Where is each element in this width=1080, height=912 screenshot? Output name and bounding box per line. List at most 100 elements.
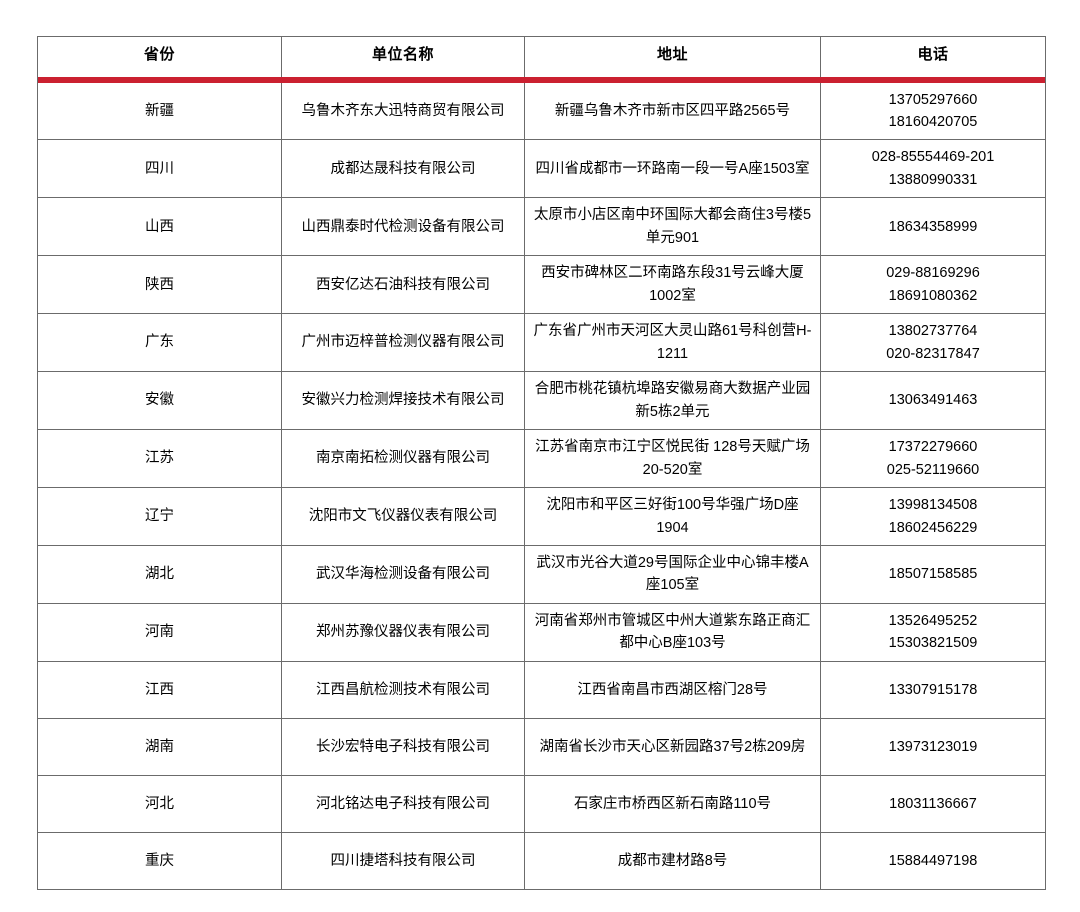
cell-province: 山西 <box>37 197 282 257</box>
cell-phone: 13526495252 15303821509 <box>820 602 1046 662</box>
cell-company-name: 武汉华海检测设备有限公司 <box>281 545 525 604</box>
table-row: 江西 江西昌航检测技术有限公司 江西省南昌市西湖区榕门28号 13307915178 <box>37 660 1046 719</box>
cell-phone: 13705297660 18160420705 <box>820 82 1046 141</box>
cell-company-name: 安徽兴力检测焊接技术有限公司 <box>281 371 525 431</box>
cell-company-name: 成都达晟科技有限公司 <box>281 139 525 199</box>
cell-province: 广东 <box>37 313 282 373</box>
phone-number: 13307915178 <box>888 681 978 698</box>
cell-province: 辽宁 <box>37 487 282 546</box>
table-row: 新疆 乌鲁木齐东大迅特商贸有限公司 新疆乌鲁木齐市新市区四平路2565号 137052… <box>37 82 1046 141</box>
column-header-company: 单位名称 <box>281 36 525 77</box>
cell-address: 江苏省南京市江宁区悦民街 128号天赋广场20-520室 <box>524 429 821 489</box>
cell-province: 新疆 <box>37 82 282 141</box>
cell-address: 石家庄市桥西区新石南路110号 <box>524 774 821 833</box>
cell-phone: 18634358999 <box>820 197 1046 257</box>
cell-company-name: 南京南拓检测仪器有限公司 <box>281 429 525 489</box>
cell-province: 安徽 <box>37 371 282 431</box>
table-row: 河北 河北铭达电子科技有限公司 石家庄市桥西区新石南路110号 18031136667 <box>37 774 1046 833</box>
cell-company-name: 长沙宏特电子科技有限公司 <box>281 717 525 776</box>
table-header: 省份 单位名称 地址 电话 <box>37 36 1046 83</box>
cell-address: 武汉市光谷大道29号国际企业中心锦丰楼A座105室 <box>524 545 821 604</box>
table-row: 湖南 长沙宏特电子科技有限公司 湖南省长沙市天心区新园路37号2栋209房 13973… <box>37 717 1046 776</box>
header-accent-rule-row <box>38 76 1046 83</box>
cell-phone: 18507158585 <box>820 545 1046 604</box>
cell-address: 合肥市桃花镇杭埠路安徽易商大数据产业园新5栋2单元 <box>524 371 821 431</box>
cell-address: 成都市建材路8号 <box>524 831 821 890</box>
cell-province: 江西 <box>37 660 282 719</box>
header-accent-rule-cell <box>38 76 1046 83</box>
cell-province: 湖南 <box>37 717 282 776</box>
cell-phone: 17372279660 025-52119660 <box>820 429 1046 489</box>
table-row: 陕西 西安亿达石油科技有限公司 西安市碑林区二环南路东段31号云峰大厦1002室 02… <box>37 255 1046 315</box>
contact-table-container: 省份 单位名称 地址 电话 新疆 乌鲁木齐东大迅特商贸有限公司 新疆乌鲁木齐市新市区… <box>37 36 1046 890</box>
cell-address: 四川省成都市一环路南一段一号A座1503室 <box>524 139 821 199</box>
table-row: 安徽 安徽兴力检测焊接技术有限公司 合肥市桃花镇杭埠路安徽易商大数据产业园新5栋2单… <box>37 371 1046 431</box>
cell-phone: 028-85554469-201 13880990331 <box>820 139 1046 199</box>
cell-company-name: 河北铭达电子科技有限公司 <box>281 774 525 833</box>
phone-number: 18160420705 <box>888 113 978 130</box>
table-row: 重庆 四川捷塔科技有限公司 成都市建材路8号 15884497198 <box>37 831 1046 890</box>
column-header-phone: 电话 <box>820 36 1046 77</box>
cell-company-name: 郑州苏豫仪器仪表有限公司 <box>281 602 525 662</box>
cell-province: 河北 <box>37 774 282 833</box>
cell-address: 太原市小店区南中环国际大都会商住3号楼5单元901 <box>524 197 821 257</box>
cell-company-name: 沈阳市文飞仪器仪表有限公司 <box>281 487 525 546</box>
cell-phone: 13802737764 020-82317847 <box>820 313 1046 373</box>
phone-number: 17372279660 <box>888 439 978 456</box>
red-accent-bar <box>38 76 1045 83</box>
table-row: 辽宁 沈阳市文飞仪器仪表有限公司 沈阳市和平区三好街100号华强广场D座1904 13… <box>37 487 1046 546</box>
table-row: 河南 郑州苏豫仪器仪表有限公司 河南省郑州市管城区中州大道紫东路正商汇都中心B座10… <box>37 602 1046 662</box>
phone-number: 028-85554469-201 <box>871 149 995 166</box>
cell-address: 新疆乌鲁木齐市新市区四平路2565号 <box>524 82 821 141</box>
cell-phone: 13998134508 18602456229 <box>820 487 1046 546</box>
cell-company-name: 广州市迈梓普检测仪器有限公司 <box>281 313 525 373</box>
cell-province: 河南 <box>37 602 282 662</box>
phone-number: 18691080362 <box>888 287 978 304</box>
cell-phone: 029-88169296 18691080362 <box>820 255 1046 315</box>
table-row: 山西 山西鼎泰时代检测设备有限公司 太原市小店区南中环国际大都会商住3号楼5单元90… <box>37 197 1046 257</box>
service-center-contact-table: 省份 单位名称 地址 电话 新疆 乌鲁木齐东大迅特商贸有限公司 新疆乌鲁木齐市新市区… <box>37 36 1046 890</box>
phone-number: 025-52119660 <box>886 461 980 478</box>
phone-number: 15303821509 <box>888 635 978 652</box>
cell-address: 西安市碑林区二环南路东段31号云峰大厦1002室 <box>524 255 821 315</box>
cell-province: 湖北 <box>37 545 282 604</box>
cell-company-name: 西安亿达石油科技有限公司 <box>281 255 525 315</box>
cell-phone: 13307915178 <box>820 660 1046 719</box>
cell-address: 沈阳市和平区三好街100号华强广场D座1904 <box>524 487 821 546</box>
cell-address: 江西省南昌市西湖区榕门28号 <box>524 660 821 719</box>
phone-number: 18634358999 <box>888 218 978 235</box>
cell-company-name: 乌鲁木齐东大迅特商贸有限公司 <box>281 82 525 141</box>
table-row: 四川 成都达晟科技有限公司 四川省成都市一环路南一段一号A座1503室 028-855… <box>37 139 1046 199</box>
phone-number: 029-88169296 <box>886 265 980 282</box>
column-header-address: 地址 <box>524 36 821 77</box>
cell-phone: 18031136667 <box>820 774 1046 833</box>
phone-number: 13998134508 <box>888 497 978 514</box>
cell-phone: 13063491463 <box>820 371 1046 431</box>
cell-province: 四川 <box>37 139 282 199</box>
phone-number: 13880990331 <box>888 171 978 188</box>
cell-address: 广东省广州市天河区大灵山路61号科创营H-1211 <box>524 313 821 373</box>
cell-phone: 15884497198 <box>820 831 1046 890</box>
cell-address: 河南省郑州市管城区中州大道紫东路正商汇都中心B座103号 <box>524 602 821 662</box>
phone-number: 15884497198 <box>888 852 978 869</box>
phone-number: 020-82317847 <box>886 345 980 362</box>
table-body: 新疆 乌鲁木齐东大迅特商贸有限公司 新疆乌鲁木齐市新市区四平路2565号 137052… <box>37 82 1046 890</box>
phone-number: 18602456229 <box>888 519 978 536</box>
cell-province: 重庆 <box>37 831 282 890</box>
phone-number: 18507158585 <box>888 566 978 583</box>
column-header-province: 省份 <box>37 36 282 77</box>
phone-number: 18031136667 <box>889 795 977 812</box>
phone-number: 13063491463 <box>888 392 978 409</box>
cell-company-name: 山西鼎泰时代检测设备有限公司 <box>281 197 525 257</box>
phone-number: 13973123019 <box>888 738 978 755</box>
cell-company-name: 江西昌航检测技术有限公司 <box>281 660 525 719</box>
cell-address: 湖南省长沙市天心区新园路37号2栋209房 <box>524 717 821 776</box>
phone-number: 13802737764 <box>888 323 978 340</box>
table-row: 江苏 南京南拓检测仪器有限公司 江苏省南京市江宁区悦民街 128号天赋广场20-52… <box>37 429 1046 489</box>
phone-number: 13705297660 <box>888 91 978 108</box>
cell-phone: 13973123019 <box>820 717 1046 776</box>
cell-company-name: 四川捷塔科技有限公司 <box>281 831 525 890</box>
header-row: 省份 单位名称 地址 电话 <box>37 36 1046 77</box>
cell-province: 江苏 <box>37 429 282 489</box>
